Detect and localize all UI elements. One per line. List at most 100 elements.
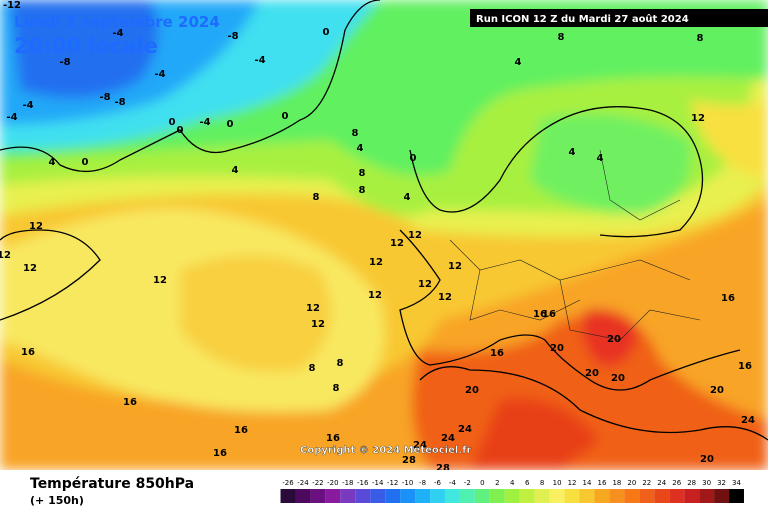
legend-swatch [385, 489, 401, 503]
contour-label: 16 [721, 293, 735, 304]
contour-label: 8 [352, 128, 359, 139]
contour-label: 12 [408, 230, 422, 241]
contour-label: -8 [59, 57, 70, 68]
legend-swatch [564, 489, 580, 503]
legend-tick: 10 [553, 479, 562, 487]
contour-label: 12 [311, 319, 325, 330]
contour-label: 16 [490, 348, 504, 359]
legend: -26 -24 -22 -20 -18 -16 -14 -12 -10 -8 -6 -4 -2 0 2 4 6 8… [280, 479, 744, 503]
contour-label: 0 [177, 125, 184, 136]
legend-swatch [280, 489, 296, 503]
legend-tick: 24 [657, 479, 666, 487]
legend-swatch [430, 489, 445, 503]
legend-swatch [444, 489, 460, 503]
legend-swatch [504, 489, 520, 503]
legend-tick: -14 [372, 479, 384, 487]
legend-tick: 30 [702, 479, 711, 487]
contour-label: 16 [533, 309, 547, 320]
contour-label: 12 [438, 292, 452, 303]
legend-swatch [579, 489, 595, 503]
legend-tick: -2 [464, 479, 471, 487]
legend-tick: 26 [672, 479, 681, 487]
contour-label: 0 [323, 27, 330, 38]
coastlines [0, 0, 768, 441]
contour-label: 20 [465, 385, 479, 396]
temperature-field [0, 0, 768, 470]
legend-tick: 22 [642, 479, 651, 487]
legend-swatch [549, 489, 565, 503]
contour-label: 4 [597, 153, 604, 164]
legend-swatch [534, 489, 550, 503]
legend-swatch [340, 489, 356, 503]
legend-swatch [310, 489, 326, 503]
contour-label: 16 [326, 433, 340, 444]
contour-label: 20 [585, 368, 599, 379]
contour-label: 0 [410, 153, 417, 164]
legend-swatch [489, 489, 505, 503]
legend-swatch [474, 489, 490, 503]
contour-label: 20 [607, 334, 621, 345]
contour-label: 0 [82, 157, 89, 168]
contour-label: 20 [710, 385, 724, 396]
legend-swatch [684, 489, 700, 503]
copyright: Copyright © 2024 Meteociel.fr [300, 445, 471, 456]
contour-label: 12 [390, 238, 404, 249]
contour-label: -8 [114, 97, 125, 108]
contour-label: -4 [199, 117, 210, 128]
contour-label: 0 [227, 119, 234, 130]
contour-label: 8 [359, 185, 366, 196]
legend-swatch [355, 489, 371, 503]
legend-swatch [729, 489, 744, 503]
valid-hour: 20:00 locale [14, 34, 158, 58]
legend-swatch [639, 489, 655, 503]
contour-label: 12 [448, 261, 462, 272]
legend-swatch [325, 489, 341, 503]
contour-label: 0 [282, 111, 289, 122]
contour-label: 12 [23, 263, 37, 274]
contour-label: -4 [112, 28, 123, 39]
legend-swatch [609, 489, 625, 503]
contour-label: 12 [306, 303, 320, 314]
contour-label: 20 [700, 454, 714, 465]
contour-label: -4 [6, 112, 17, 123]
legend-tick: 12 [568, 479, 577, 487]
legend-swatch [624, 489, 640, 503]
contour-label: 4 [569, 147, 576, 158]
field-title: Température 850hPa [30, 476, 194, 492]
legend-swatch [594, 489, 610, 503]
contour-label: 4 [49, 157, 56, 168]
contour-label: 12 [0, 250, 11, 261]
valid-date: Lundi 2 septembre 2024 [14, 13, 220, 31]
contour-label: 20 [611, 373, 625, 384]
contour-label: 8 [333, 383, 340, 394]
contour-label: 28 [436, 463, 450, 474]
contour-label: 12 [369, 257, 383, 268]
legend-tick: -12 [387, 479, 398, 487]
contour-label: -8 [99, 92, 110, 103]
contour-label: -12 [3, 0, 21, 11]
legend-tick: -20 [327, 479, 338, 487]
contour-label: 8 [359, 168, 366, 179]
contour-label: 24 [458, 424, 472, 435]
lead-time: (+ 150h) [30, 494, 84, 507]
contour-label: 8 [697, 33, 704, 44]
contour-label: 16 [542, 309, 556, 320]
contour-label: -8 [227, 31, 238, 42]
contour-label: 20 [550, 343, 564, 354]
legend-swatch [654, 489, 670, 503]
legend-swatch [415, 489, 431, 503]
contour-label: 4 [515, 57, 522, 68]
legend-tick: 20 [627, 479, 636, 487]
legend-tick: 16 [597, 479, 606, 487]
contour-label: 16 [234, 425, 248, 436]
legend-tick: 28 [687, 479, 696, 487]
legend-tick: 8 [540, 479, 544, 487]
legend-tick: -4 [449, 479, 457, 487]
contour-label: 16 [123, 397, 137, 408]
legend-tick: 14 [583, 479, 592, 487]
contour-label: 8 [558, 32, 565, 43]
borders [449, 149, 701, 341]
